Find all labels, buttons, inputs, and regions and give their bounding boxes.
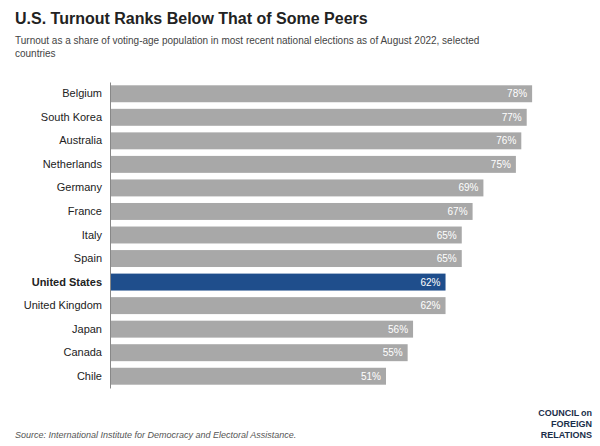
y-tick: South Korea (41, 111, 103, 123)
y-tick: Australia (59, 134, 103, 146)
y-tick: Japan (72, 323, 102, 335)
y-tick-label: Italy (82, 229, 103, 241)
bar (110, 274, 446, 291)
y-tick: Germany (57, 181, 103, 193)
data-label: 75% (491, 159, 511, 170)
y-tick-label: Australia (59, 134, 103, 146)
bar (110, 297, 446, 314)
y-tick: France (68, 205, 102, 217)
y-tick-label: Chile (77, 370, 102, 382)
bars (110, 85, 532, 384)
y-tick: Chile (77, 370, 102, 382)
data-label: 76% (496, 135, 516, 146)
y-tick: Netherlands (43, 158, 103, 170)
data-label: 67% (448, 206, 468, 217)
bar (110, 109, 527, 126)
data-label: 77% (502, 112, 522, 123)
bar (110, 321, 413, 338)
data-label: 51% (361, 371, 381, 382)
y-tick: Spain (74, 252, 102, 264)
y-tick-label: Spain (74, 252, 102, 264)
subtitle: Turnout as a share of voting-age populat… (15, 35, 479, 59)
data-label: 55% (383, 347, 403, 358)
data-labels: 78% 77% 76% 75% 69% 67% 65% 65% 62% 62% 56% 55% 51% (361, 88, 527, 381)
y-tick-label: France (68, 205, 102, 217)
data-label: 62% (421, 277, 441, 288)
bar (110, 368, 386, 385)
data-label: 78% (507, 88, 527, 99)
y-tick: Italy (82, 229, 103, 241)
y-tick: United States (32, 276, 102, 288)
y-tick-label: United States (32, 276, 102, 288)
y-tick-label: Canada (63, 346, 102, 358)
bar (110, 179, 483, 196)
annotation: COUNCIL onFOREIGNRELATIONS (538, 408, 592, 440)
y-axis-line (110, 83, 111, 389)
bar (110, 227, 462, 244)
y-tick: United Kingdom (24, 299, 102, 311)
data-label: 69% (458, 182, 478, 193)
bar (110, 156, 516, 173)
y-tick-label: Netherlands (43, 158, 103, 170)
data-label: 62% (421, 300, 441, 311)
y-tick-label: Belgium (62, 87, 102, 99)
chart-container: U.S. Turnout Ranks Below That of Some Pe… (0, 0, 600, 446)
data-label: 65% (437, 230, 457, 241)
chart-svg: U.S. Turnout Ranks Below That of Some Pe… (0, 0, 600, 446)
y-tick: Belgium (62, 87, 102, 99)
y-tick-label: Japan (72, 323, 102, 335)
data-label: 56% (388, 324, 408, 335)
bar (110, 132, 521, 149)
y-axis: Belgium South Korea Australia Netherlands Ge… (24, 83, 111, 389)
plot: 78% 77% 76% 75% 69% 67% 65% 65% 62% 62% 56% 55% 51% B… (24, 83, 532, 389)
bar (110, 250, 462, 267)
bar (110, 203, 473, 220)
y-tick-label: South Korea (41, 111, 103, 123)
y-tick: Canada (63, 346, 102, 358)
bar (110, 85, 532, 102)
y-tick-label: United Kingdom (24, 299, 102, 311)
source: Source: International Institute for Demo… (15, 430, 296, 440)
bar (110, 344, 408, 361)
title: U.S. Turnout Ranks Below That of Some Pe… (15, 10, 368, 27)
y-tick-label: Germany (57, 181, 103, 193)
data-label: 65% (437, 253, 457, 264)
